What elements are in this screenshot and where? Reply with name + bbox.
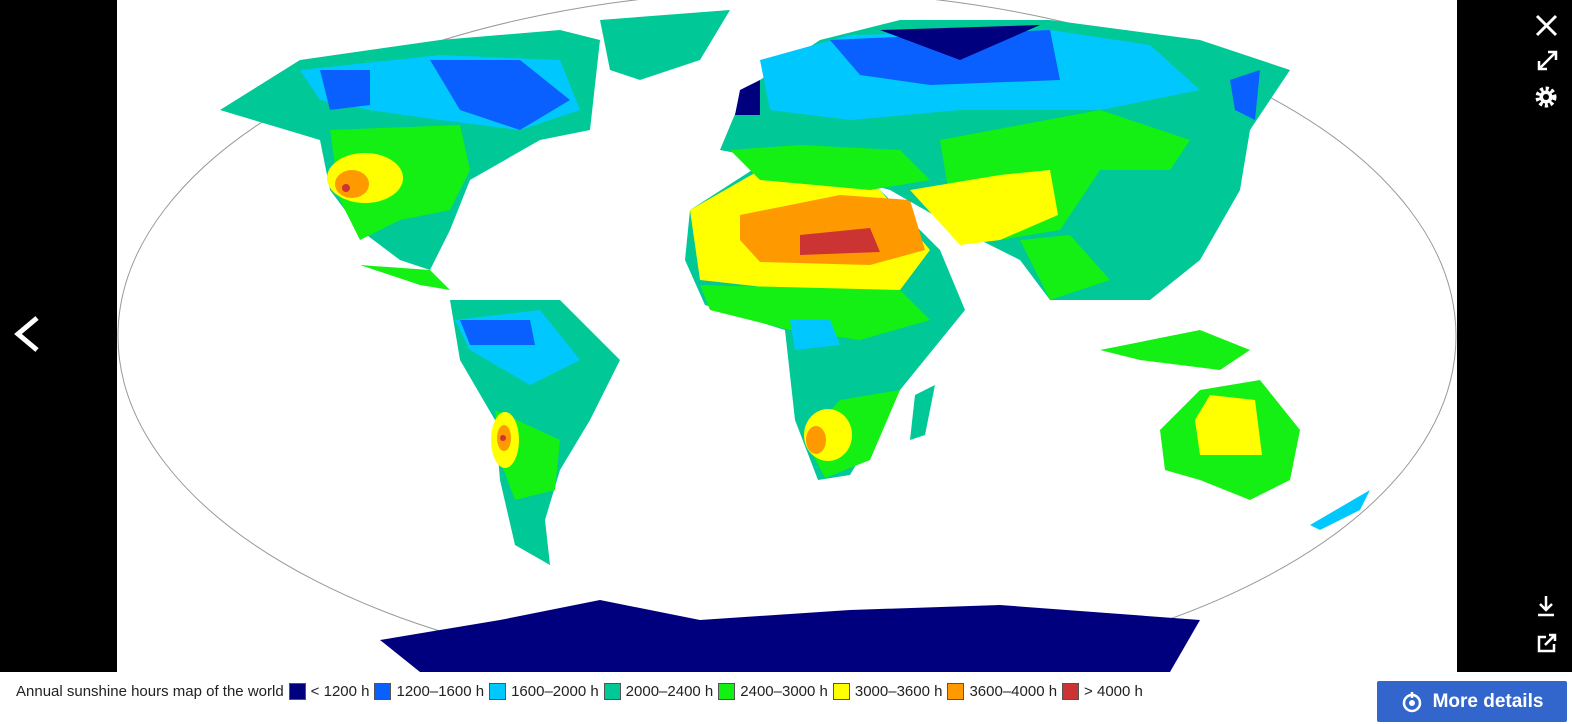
legend-label: > 4000 h bbox=[1084, 682, 1143, 700]
legend-swatch bbox=[603, 682, 621, 700]
legend-label: 1200–1600 h bbox=[396, 682, 485, 700]
legend-item: < 1200 h bbox=[288, 682, 370, 700]
legend-swatch bbox=[832, 682, 850, 700]
map-outline bbox=[117, 0, 1457, 672]
legend-item: 2400–3000 h bbox=[718, 682, 828, 700]
legend-label: 1600–2000 h bbox=[511, 682, 599, 700]
download-button[interactable] bbox=[1538, 596, 1554, 617]
legend-item: 1200–1600 h bbox=[374, 682, 485, 700]
fullscreen-button[interactable] bbox=[1537, 50, 1558, 71]
button-label: More details bbox=[1432, 690, 1544, 712]
legend-swatch bbox=[1062, 682, 1080, 700]
legend-item: 2000–2400 h bbox=[603, 682, 714, 700]
button-icon bbox=[1402, 691, 1421, 712]
legend-label: 2400–3000 h bbox=[740, 682, 828, 700]
share-button[interactable] bbox=[1537, 633, 1557, 653]
legend-item: 3000–3600 h bbox=[832, 682, 943, 700]
legend-swatch bbox=[947, 682, 965, 700]
legend-swatch bbox=[288, 682, 306, 700]
legend-item: > 4000 h bbox=[1062, 682, 1143, 700]
caption-row: Annual sunshine hours map of the world <… bbox=[16, 681, 1143, 701]
legend-item: 1600–2000 h bbox=[489, 682, 599, 700]
caption: Annual sunshine hours map of the world bbox=[16, 682, 284, 700]
map bbox=[220, 10, 1370, 672]
image-stage bbox=[14, 0, 1558, 672]
legend-label: 3600–4000 h bbox=[969, 682, 1058, 700]
more-details-button[interactable]: More details bbox=[1377, 681, 1567, 722]
close-button[interactable] bbox=[1535, 14, 1558, 37]
legend-item: 3600–4000 h bbox=[947, 682, 1058, 700]
legend-swatch bbox=[718, 682, 736, 700]
prev-button[interactable] bbox=[14, 316, 39, 352]
legend-label: 2000–2400 h bbox=[625, 682, 714, 700]
legend-label: < 1200 h bbox=[310, 682, 370, 700]
legend-swatch bbox=[374, 682, 392, 700]
caption-bar: Annual sunshine hours map of the world <… bbox=[0, 672, 1572, 724]
legend-swatch bbox=[489, 682, 507, 700]
legend-label: 3000–3600 h bbox=[854, 682, 943, 700]
settings-button[interactable] bbox=[1535, 86, 1557, 108]
